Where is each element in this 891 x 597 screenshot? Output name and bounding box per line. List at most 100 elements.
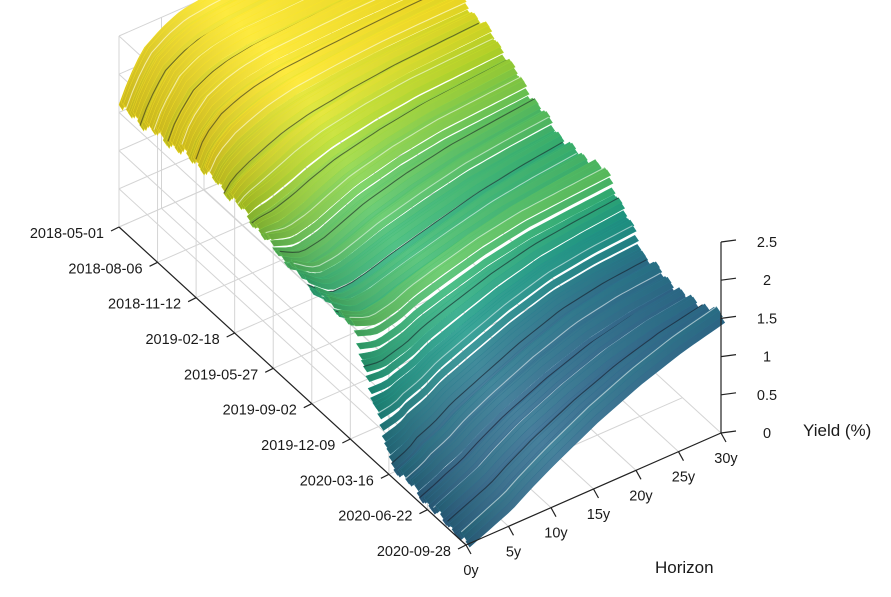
surface-strip-shading: [319, 148, 578, 304]
horizon-tick-label: 0y: [463, 563, 479, 579]
horizon-tick-mark: [635, 470, 642, 480]
surface-ridge-highlight: [447, 304, 703, 522]
surface-strip-shading: [242, 41, 502, 210]
surface-strip-shading: [256, 61, 516, 230]
yield-tick-mark: [720, 239, 737, 243]
surface-strip-shading: [440, 303, 700, 520]
yield-tick-label: 1.5: [757, 311, 777, 327]
date-tick-label: 2019-09-02: [223, 403, 297, 419]
surface-ridge-highlight: [293, 116, 549, 268]
yield-tick-label: 2: [763, 273, 771, 289]
date-tick-mark: [303, 403, 313, 409]
surface-strip-shading: [307, 142, 567, 297]
surface-strip-shading: [375, 220, 634, 412]
surface-strip-shading: [354, 177, 613, 337]
date-tick-label: 2020-06-22: [338, 509, 412, 525]
surface-ridge-highlight: [279, 98, 535, 253]
date-tick-label: 2020-09-28: [377, 544, 451, 560]
surface-ridge-highlight: [125, 0, 222, 110]
surface-ridge-highlight: [237, 38, 494, 205]
surface-strip-shading: [272, 96, 532, 254]
horizon-tick-label: 10y: [544, 526, 568, 542]
surface-ridge-highlight: [405, 272, 661, 480]
yield-tick-mark: [720, 315, 737, 319]
date-tick-mark: [342, 438, 351, 444]
surface-strip-shading: [291, 111, 550, 269]
label-layer: 0y 5y 10y 15y 20y 25y 30y 2018-05-01 2018-08-06 2…: [30, 226, 777, 579]
surface-ridge-highlight: [181, 0, 376, 145]
surface-ridge-highlight: [153, 0, 305, 131]
yield-tick-label: 1: [763, 350, 771, 366]
surface-ridge-highlight: [265, 76, 521, 234]
surface-strip-shading: [328, 154, 588, 306]
surface-strip-shading: [379, 235, 639, 431]
horizon-tick-label: 20y: [629, 488, 653, 504]
surface-strip-shading: [296, 125, 555, 279]
surface-strip-shading: [365, 202, 625, 382]
surface-strip-shading: [303, 132, 562, 285]
surface-strip-shading: [244, 47, 504, 214]
surface-ridge-highlight: [391, 259, 647, 464]
surface-strip-shading: [282, 103, 541, 264]
surface-strip-shading: [351, 169, 611, 326]
surface-strip-shading: [293, 117, 553, 273]
horizon-tick-mark: [550, 507, 557, 517]
surface-strip-shading: [330, 159, 590, 312]
surface-ridge-highlight: [223, 22, 480, 194]
yield-tick-label: 2.5: [757, 235, 777, 251]
horizon-tick-label: 15y: [587, 507, 611, 523]
horizon-tick-label: 30y: [714, 451, 738, 467]
horizon-tick-label: 25y: [672, 470, 696, 486]
date-axis-line: [118, 226, 467, 546]
surface-ridge-highlight: [377, 225, 633, 415]
surface-ridge-highlight: [460, 306, 717, 533]
surface-strip-shading: [233, 25, 492, 202]
date-tick-mark: [264, 367, 274, 373]
date-tick-label: 2018-11-12: [108, 297, 181, 313]
yield-tick-mark: [720, 430, 737, 434]
surface-strip-shading: [247, 54, 506, 222]
date-tick-mark: [149, 261, 158, 267]
date-tick-label: 2019-05-27: [184, 367, 258, 383]
surface-strip-shading: [358, 194, 618, 360]
yield-tick-mark: [720, 354, 737, 358]
horizon-tick-mark: [465, 544, 472, 555]
horizon-tick-label: 5y: [506, 544, 522, 560]
surface-ridge-highlight: [209, 2, 466, 173]
date-tick-mark: [187, 297, 197, 303]
horizon-tick-mark: [720, 432, 727, 443]
surface-ridge-highlight: [363, 197, 619, 368]
surface-strip-shading: [258, 68, 518, 236]
horizon-tick-mark: [677, 451, 685, 461]
surface-strip-shading: [438, 297, 697, 513]
yield-axis-title: Yield (%): [803, 421, 871, 440]
yield-tick-label: 0: [763, 426, 771, 442]
surface-strip-shading: [361, 196, 620, 366]
surface-strip-shading: [377, 225, 637, 419]
surface-strip-shading: [466, 317, 725, 547]
date-tick-label: 2019-02-18: [145, 332, 219, 348]
date-tick-label: 2018-08-06: [68, 261, 142, 277]
date-tick-mark: [419, 509, 428, 515]
date-tick-mark: [380, 473, 390, 479]
yield-tick-mark: [720, 277, 737, 281]
date-tick-mark: [457, 544, 467, 550]
surface-ridge-highlight: [307, 141, 563, 293]
horizon-tick-mark: [592, 488, 600, 499]
date-tick-mark: [110, 226, 120, 232]
surface-ridge-highlight: [195, 0, 423, 160]
horizon-axis-title: Horizon: [655, 558, 714, 577]
yield-tick-mark: [720, 392, 737, 396]
surface-strip-shading: [268, 80, 527, 240]
date-tick-label: 2018-05-01: [30, 226, 104, 242]
surface-strip-shading: [356, 187, 616, 349]
axis-layer: [110, 226, 737, 555]
surface-ridge-highlight: [349, 167, 605, 319]
surface-strip-shading: [305, 135, 564, 290]
surface-layer: [118, 0, 726, 548]
surface-strip-shading: [363, 197, 623, 372]
surface-strip-shading: [368, 210, 627, 394]
surface-strip-shading: [449, 304, 709, 529]
